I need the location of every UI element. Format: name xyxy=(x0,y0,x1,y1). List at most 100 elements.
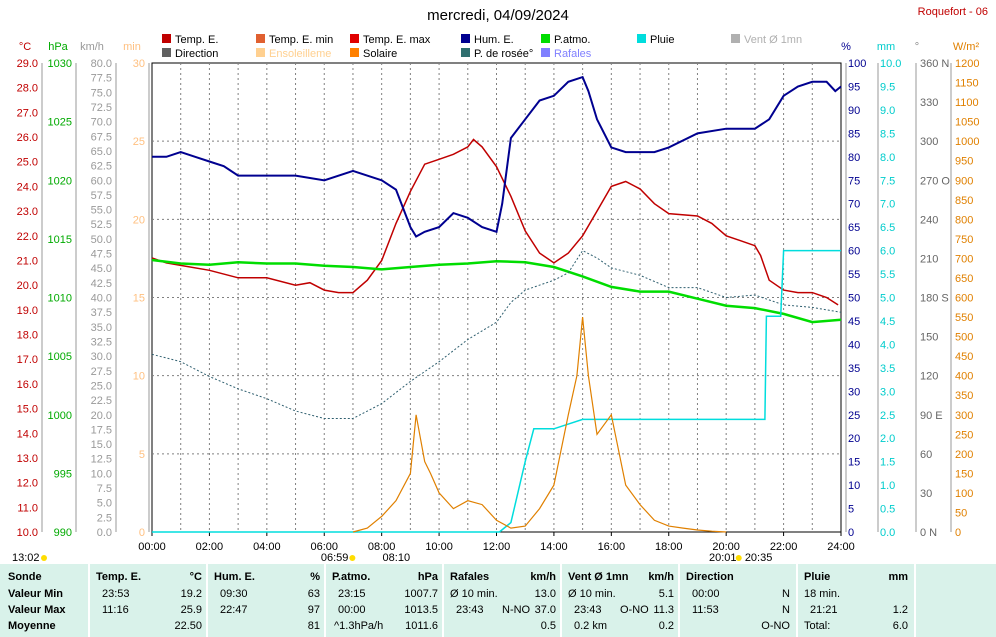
temp-tick-label: 26.0 xyxy=(17,132,38,144)
solar-tick-label: 1150 xyxy=(955,78,979,90)
rain-tick-label: 10.0 xyxy=(880,58,901,70)
dir-tick-label: 120 xyxy=(920,371,938,383)
station-name: Roquefort - 06 xyxy=(918,6,988,18)
twilight-evening-label: 20:35 xyxy=(745,552,773,564)
x-tick-label: 08:00 xyxy=(368,541,396,553)
wind-r2-time: 23:43 xyxy=(574,604,602,616)
min-tick-label: 20 xyxy=(133,214,145,226)
dir-tick-label: 330 xyxy=(920,97,938,109)
patm-max: 1013.5 xyxy=(404,604,438,616)
rain-tick-label: 4.5 xyxy=(880,316,895,328)
legend-label: P. de rosée° xyxy=(474,48,533,60)
hum-tick-label: 45 xyxy=(848,316,860,328)
temp-tick-label: 16.0 xyxy=(17,379,38,391)
solar-tick-label: 600 xyxy=(955,293,973,305)
hum-tick-label: 5 xyxy=(848,504,854,516)
hum-tick-label: 55 xyxy=(848,269,860,281)
wind-tick-label: 5.0 xyxy=(97,498,112,510)
rain-tick-label: 6.5 xyxy=(880,222,895,234)
rain-tick-label: 4.0 xyxy=(880,339,895,351)
wind-r2-dir: O-NO xyxy=(620,604,649,616)
stats-header-patm-unit: hPa xyxy=(417,571,438,583)
temp-tick-label: 22.0 xyxy=(17,231,38,243)
hum-tick-label: 40 xyxy=(848,339,860,351)
stats-panel: Sonde Valeur Min Valeur Max Moyenne Temp… xyxy=(0,564,996,637)
temp-tick-label: 18.0 xyxy=(17,330,38,342)
temp-tick-label: 17.0 xyxy=(17,354,38,366)
x-tick-label: 02:00 xyxy=(196,541,224,553)
rain-tick-label: 2.0 xyxy=(880,433,895,445)
min-tick-label: 0 xyxy=(139,527,145,539)
legend-label: Solaire xyxy=(363,48,397,60)
dir-tick-label: 180 S xyxy=(920,293,949,305)
series xyxy=(151,75,842,533)
rain-r3: 6.0 xyxy=(892,620,908,632)
legend-swatch xyxy=(541,34,550,43)
wind-avg: 0.2 xyxy=(658,620,674,632)
temp-tick-label: 25.0 xyxy=(17,157,38,169)
stats-header-hum: Hum. E. xyxy=(214,571,255,583)
rain-r3-label: Total: xyxy=(804,620,831,632)
wind-tick-label: 72.5 xyxy=(91,102,112,114)
legend-swatch xyxy=(461,48,470,57)
x-tick-label: 06:00 xyxy=(310,541,338,553)
legend-label: Vent Ø 1mn xyxy=(744,34,802,46)
temp-tick-label: 19.0 xyxy=(17,305,38,317)
series-pluie xyxy=(152,249,841,533)
x-tick-label: 12:00 xyxy=(483,541,511,553)
rain-tick-label: 9.0 xyxy=(880,105,895,117)
solar-tick-label: 850 xyxy=(955,195,973,207)
stats-col-rain: Pluie mm 18 min. 21:21 1.2 Total: 6.0 xyxy=(796,564,916,637)
patm-min-time: 23:15 xyxy=(338,588,366,600)
chart-title: mercredi, 04/09/2024 xyxy=(427,7,569,24)
gust-r2-dir: N-NO xyxy=(502,604,531,616)
min-tick-label: 25 xyxy=(133,136,145,148)
patm-tick-label: 1015 xyxy=(48,234,72,246)
solar-tick-label: 200 xyxy=(955,449,973,461)
gust-r1: 13.0 xyxy=(534,588,556,600)
stats-header-hum-unit: % xyxy=(310,571,320,583)
patm-tick-label: 995 xyxy=(54,468,72,480)
sunrise-label: 06:59 xyxy=(321,552,349,564)
x-tick-label: 24:00 xyxy=(827,541,855,553)
gust-avg: 0.5 xyxy=(540,620,556,632)
dir-tick-label: 270 O xyxy=(920,175,950,187)
temp-min-time: 23:53 xyxy=(102,588,130,600)
rain-tick-label: 8.5 xyxy=(880,128,895,140)
temp-tick-label: 23.0 xyxy=(17,206,38,218)
stats-header-dir: Direction xyxy=(686,571,734,583)
wind-tick-label: 60.0 xyxy=(91,175,112,187)
stats-col-dir: Direction 00:00 N 11:53 N O-NO xyxy=(678,564,798,637)
dir-tick-label: 360 N xyxy=(920,58,949,70)
wind-tick-label: 45.0 xyxy=(91,263,112,275)
temp-tick-label: 24.0 xyxy=(17,181,38,193)
stats-header-patm: P.atmo. xyxy=(332,571,371,583)
wind-tick-label: 30.0 xyxy=(91,351,112,363)
temp-max-time: 11:16 xyxy=(102,604,129,616)
solar-tick-label: 150 xyxy=(955,468,973,480)
axis-units: °C hPa km/h min% mm ° W/m² xyxy=(19,41,980,53)
wind-tick-label: 80.0 xyxy=(91,58,112,70)
x-tick-label: 04:00 xyxy=(253,541,281,553)
stats-col-patm: P.atmo. hPa 23:15 1007.7 00:00 1013.5 ^1… xyxy=(324,564,444,637)
stats-header-temp: Temp. E. xyxy=(96,571,142,583)
weather-chart: mercredi, 04/09/2024 Roquefort - 06 Temp… xyxy=(12,6,988,564)
stats-header-rain-unit: mm xyxy=(888,571,908,583)
wind-tick-label: 67.5 xyxy=(91,131,112,143)
stats-row-min-label: Valeur Min xyxy=(8,588,64,600)
wind-r3-label: 0.2 km xyxy=(574,620,608,632)
solar-tick-label: 450 xyxy=(955,351,973,363)
legend-label: Rafales xyxy=(554,48,592,60)
wind-tick-label: 42.5 xyxy=(91,278,112,290)
wind-tick-label: 62.5 xyxy=(91,161,112,173)
patm-tick-label: 1010 xyxy=(48,293,72,305)
solar-tick-label: 750 xyxy=(955,234,973,246)
patm-max-time: 00:00 xyxy=(338,604,366,616)
wind-tick-label: 75.0 xyxy=(91,87,112,99)
rain-tick-label: 0.0 xyxy=(880,527,895,539)
temp-tick-label: 29.0 xyxy=(17,58,38,70)
wind-tick-label: 15.0 xyxy=(91,439,112,451)
temp-tick-label: 13.0 xyxy=(17,453,38,465)
solar-tick-label: 950 xyxy=(955,156,973,168)
solar-tick-label: 400 xyxy=(955,371,973,383)
